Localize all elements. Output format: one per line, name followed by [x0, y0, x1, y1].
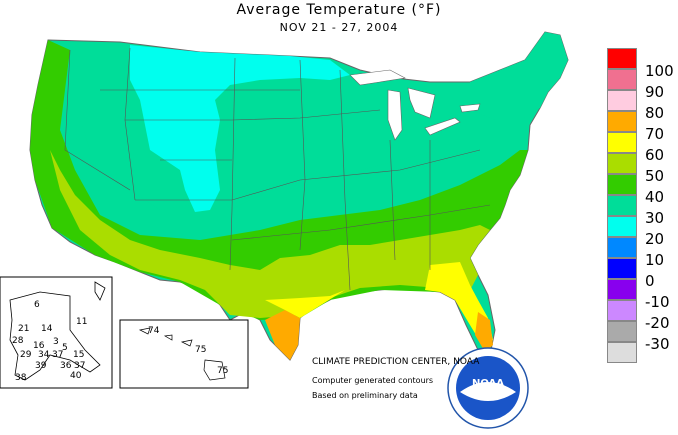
alaska-inset: 6 11 21 14 3 28 16 5 15 29 34 37 39 38 3… [0, 276, 113, 389]
lake-huron [407, 87, 436, 119]
legend-label: 10 [645, 251, 665, 269]
legend-swatch [607, 195, 637, 216]
legend-swatch [607, 132, 637, 153]
legend-swatch [607, 111, 637, 132]
alaska-value: 6 [34, 300, 40, 310]
legend-label: 60 [645, 146, 665, 164]
legend-label: 70 [645, 125, 665, 143]
alaska-value: 3 [53, 337, 59, 347]
alaska-value: 14 [41, 324, 53, 334]
legend-label: 0 [645, 272, 655, 290]
zone-70s-gulf [265, 310, 300, 360]
legend-label: 50 [645, 167, 665, 185]
legend-swatch [607, 321, 637, 342]
hawaii-value: 74 [148, 326, 160, 336]
legend-swatch [607, 48, 637, 69]
alaska-value: 37 [74, 361, 85, 371]
legend-swatch [607, 258, 637, 279]
map-date-range: NOV 21 - 27, 2004 [279, 21, 399, 34]
hawaii-value: 75 [195, 345, 206, 355]
alaska-value: 37 [52, 350, 63, 360]
zone-60s-yellow-texas [265, 290, 345, 318]
alaska-value: 36 [60, 361, 72, 371]
alaska-value: 16 [33, 341, 45, 351]
alaska-value: 29 [20, 350, 32, 360]
legend-label: -30 [645, 335, 670, 353]
lake-erie [424, 117, 461, 136]
alaska-value: 21 [18, 324, 29, 334]
zone-40s-northeast [470, 32, 568, 120]
alaska-value: 11 [76, 317, 87, 327]
hawaii-inset: 74 75 75 [119, 319, 249, 389]
alaska-value: 28 [12, 336, 24, 346]
legend-label: 90 [645, 83, 665, 101]
legend-swatch [607, 69, 637, 90]
legend-swatch [607, 342, 637, 363]
legend-label: 20 [645, 230, 665, 248]
alaska-value: 39 [35, 361, 47, 371]
legend-label: 100 [645, 62, 674, 80]
noaa-logo: NOAA [447, 347, 529, 429]
zone-30s-north [130, 45, 350, 212]
zone-70s-florida-tip [475, 312, 493, 352]
legend-label: 80 [645, 104, 665, 122]
alaska-value: 15 [73, 350, 84, 360]
alaska-value: 5 [62, 343, 68, 353]
map-title: Average Temperature (°F) [236, 2, 442, 18]
alaska-value: 34 [38, 350, 50, 360]
legend-swatch [607, 300, 637, 321]
zone-60s-south [50, 150, 490, 318]
lake-michigan [387, 89, 403, 141]
legend-label: -10 [645, 293, 670, 311]
alaska-value: 38 [15, 373, 27, 383]
legend-label: -20 [645, 314, 670, 332]
credit-center: CLIMATE PREDICTION CENTER, NOAA [312, 357, 480, 367]
legend-label: 30 [645, 209, 665, 227]
legend-label: 40 [645, 188, 665, 206]
legend-swatch [607, 174, 637, 195]
legend-swatch [607, 153, 637, 174]
lake-ontario [459, 103, 481, 113]
hawaii-value: 75 [217, 366, 228, 376]
state-borders [64, 47, 491, 291]
legend-swatch [607, 237, 637, 258]
legend-swatch [607, 279, 637, 300]
credit-line-3: Based on preliminary data [312, 391, 418, 400]
credit-line-2: Computer generated contours [312, 376, 434, 385]
lake-superior [349, 69, 406, 86]
noaa-logo-text: NOAA [472, 378, 504, 389]
alaska-value: 40 [70, 371, 82, 381]
legend-swatch [607, 216, 637, 237]
legend-swatch [607, 90, 637, 111]
